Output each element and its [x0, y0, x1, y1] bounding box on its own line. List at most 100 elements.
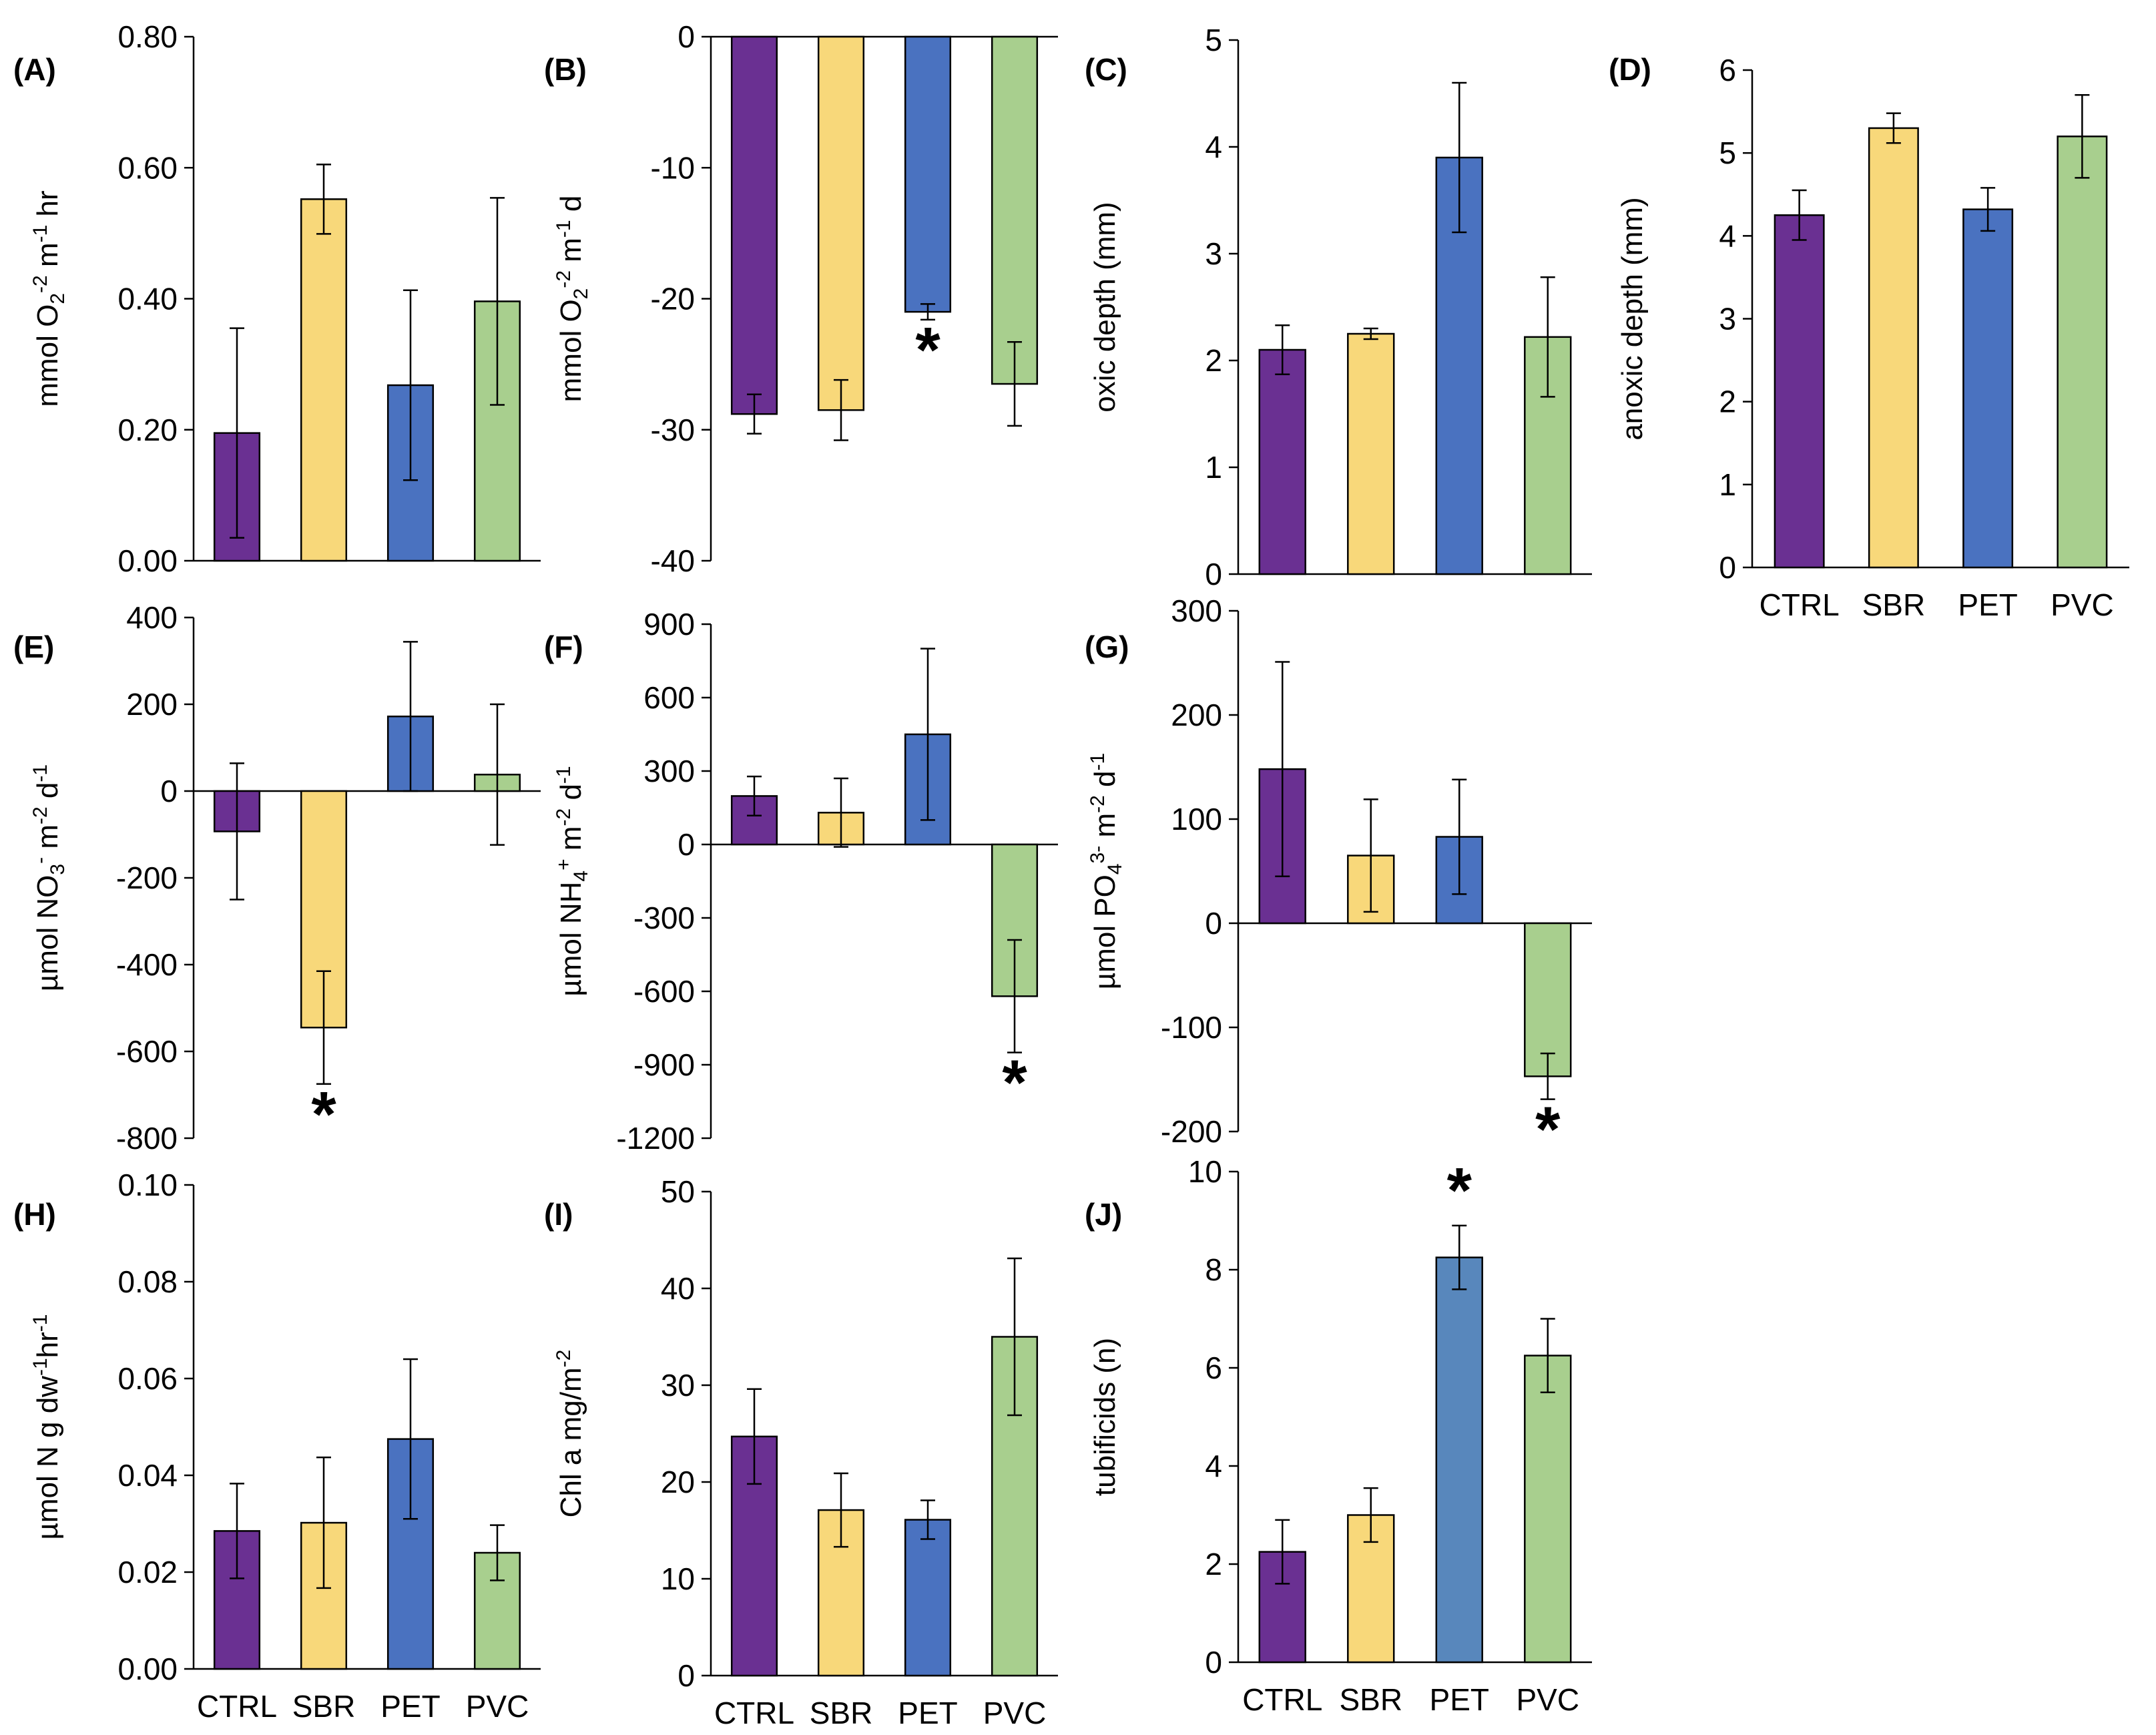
- y-tick-label: 2: [1205, 1547, 1222, 1581]
- category-label: CTRL: [1242, 1682, 1322, 1717]
- y-tick-label: 0.80: [117, 19, 178, 54]
- y-tick-label: 0: [678, 827, 695, 862]
- chart-panel-5: (F) -1200 -900 -600 -300 0 300 600 900 µmol NH4+ …: [544, 607, 1058, 1156]
- y-tick-label: -20: [651, 282, 695, 316]
- category-label: PVC: [466, 1689, 529, 1724]
- y-tick-label: 0: [1205, 557, 1222, 591]
- panel-letter: (I): [544, 1197, 573, 1232]
- y-tick-label: 0: [160, 774, 178, 808]
- y-axis-label: tubificids (n): [1089, 1338, 1121, 1496]
- y-tick-label: 0.40: [117, 282, 178, 316]
- bar-ctrl: [1774, 214, 1825, 569]
- y-tick-label: -40: [651, 543, 695, 578]
- panel-letter: (C): [1085, 52, 1127, 87]
- chart-panel-7: (H) 0.00 0.02 0.04 0.06 0.08 0.10 µmol N g dw-1…: [13, 1168, 541, 1724]
- bar-pvc: [1524, 922, 1572, 1077]
- panel-letter: (E): [13, 630, 54, 664]
- y-tick-label: 200: [1171, 698, 1222, 732]
- bar-sbr: [1868, 127, 1919, 569]
- y-tick-label: 50: [661, 1174, 695, 1209]
- y-tick-label: 0.00: [117, 1652, 178, 1686]
- y-tick-label: 2: [1205, 343, 1222, 378]
- y-tick-label: -1200: [616, 1121, 695, 1156]
- y-tick-label: 300: [1171, 593, 1222, 628]
- category-label: SBR: [810, 1696, 873, 1730]
- y-tick-label: 100: [1171, 802, 1222, 836]
- panel-letter: (F): [544, 630, 583, 664]
- y-axis-label: mmol O2-2 m-1 hr: [29, 190, 69, 407]
- y-tick-label: 0.10: [117, 1168, 178, 1202]
- bar-pet: [1962, 208, 2014, 569]
- chart-panel-9: (J) 0 2 4 6 8 10 tubificids (n) CTRL SBR * PET PVC: [1085, 1154, 1592, 1717]
- category-label: PVC: [983, 1696, 1047, 1730]
- y-tick-label: -30: [651, 413, 695, 447]
- y-tick-label: -200: [1161, 1114, 1222, 1149]
- panel-letter: (B): [544, 52, 587, 87]
- y-tick-label: 200: [126, 687, 178, 722]
- y-tick-label: 0: [678, 1658, 695, 1693]
- y-tick-label: 300: [643, 754, 695, 788]
- bar-ctrl: [730, 35, 778, 415]
- y-tick-label: 0.20: [117, 413, 178, 447]
- y-tick-label: -300: [633, 901, 695, 935]
- y-tick-label: 400: [126, 600, 178, 635]
- significance-star: *: [1535, 1094, 1561, 1166]
- y-tick-label: 6: [1719, 53, 1736, 87]
- y-axis-label: µmol NO3- m-2 d-1: [29, 764, 69, 991]
- y-tick-label: 6: [1205, 1350, 1222, 1385]
- category-label: SBR: [292, 1689, 356, 1724]
- bar-pvc: [473, 300, 521, 562]
- bar-ctrl: [1258, 348, 1306, 575]
- bar-pvc: [991, 35, 1039, 385]
- y-tick-label: -900: [633, 1047, 695, 1082]
- y-tick-label: 0.02: [117, 1555, 178, 1589]
- y-axis-label: anoxic depth (mm): [1616, 197, 1649, 440]
- category-label: SBR: [1339, 1682, 1402, 1717]
- category-label: SBR: [1862, 587, 1926, 622]
- bar-pet: [904, 1519, 952, 1677]
- y-tick-label: 0.60: [117, 150, 178, 185]
- y-tick-label: 0: [1719, 550, 1736, 585]
- chart-panel-6: (G) -200 -100 0 100 200 300 µmol PO43- m-2 d-1 *: [1085, 593, 1592, 1166]
- chart-panel-8: (I) 0 10 20 30 40 50 Chl a mg/m-2 CTRL SBR PET PVC: [544, 1174, 1058, 1730]
- y-tick-label: 0: [1205, 1645, 1222, 1680]
- y-tick-label: 4: [1719, 218, 1736, 253]
- category-label: CTRL: [714, 1696, 794, 1730]
- bar-pvc: [1524, 1354, 1572, 1664]
- category-label: PVC: [1516, 1682, 1579, 1717]
- y-tick-label: 0: [678, 19, 695, 54]
- y-tick-label: 600: [643, 680, 695, 715]
- panel-letter: (D): [1609, 52, 1651, 87]
- y-tick-label: 1: [1205, 450, 1222, 485]
- panel-letter: (J): [1085, 1197, 1122, 1232]
- y-tick-label: 4: [1205, 1449, 1222, 1483]
- y-tick-label: 20: [661, 1465, 695, 1499]
- bar-pet: [1435, 1256, 1483, 1664]
- y-tick-label: 4: [1205, 130, 1222, 164]
- panel-letter: (A): [13, 52, 56, 87]
- category-label: PET: [1430, 1682, 1489, 1717]
- y-tick-label: 40: [661, 1271, 695, 1306]
- y-tick-label: -400: [116, 947, 178, 982]
- y-tick-label: 0.06: [117, 1361, 178, 1396]
- y-tick-label: 10: [1188, 1154, 1222, 1189]
- category-label: PVC: [2051, 587, 2114, 622]
- significance-star: *: [311, 1079, 336, 1150]
- significance-star: *: [915, 314, 940, 386]
- y-axis-label: µmol N g dw-1hr-1: [29, 1314, 64, 1540]
- bar-sbr: [817, 35, 865, 411]
- y-tick-label: -800: [116, 1121, 178, 1156]
- y-tick-label: 10: [661, 1561, 695, 1596]
- y-axis-label: Chl a mg/m-2: [553, 1350, 587, 1518]
- y-tick-label: 900: [643, 607, 695, 642]
- y-axis-label: µmol NH4+ m-2 d-1: [553, 766, 592, 996]
- category-label: PET: [1958, 587, 2017, 622]
- chart-panel-2: (C) 0 1 2 3 4 5 oxic depth (mm): [1085, 23, 1592, 591]
- y-tick-label: 0.00: [117, 543, 178, 578]
- y-axis-label: µmol PO43- m-2 d-1: [1087, 753, 1126, 989]
- panel-letter: (H): [13, 1197, 56, 1232]
- chart-panel-4: (E) -800 -600 -400 -200 0 200 400 µmol NO3- m-2 …: [13, 600, 541, 1156]
- bar-ctrl: [730, 795, 778, 846]
- y-axis-label: mmol O2-2 m-1 d: [553, 196, 592, 403]
